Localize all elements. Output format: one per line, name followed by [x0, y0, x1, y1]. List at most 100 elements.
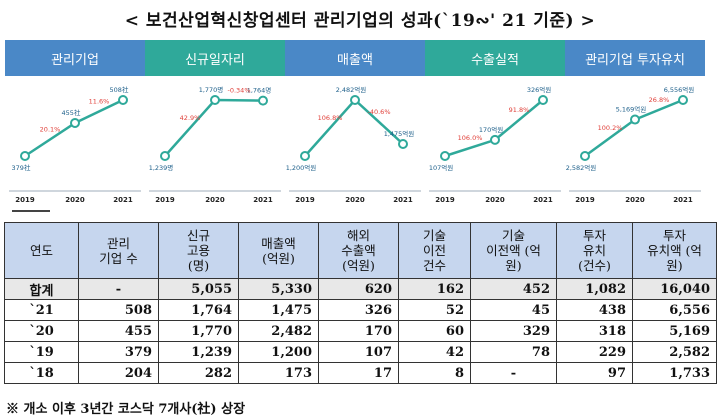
table-cell: 42 [398, 341, 471, 363]
table-cell: 8 [398, 362, 471, 384]
table-cell: 17 [318, 362, 399, 384]
table-cell: 78 [470, 341, 557, 363]
chart-value-label: 6,556억원 [664, 85, 695, 94]
chart-value-label: 1,764명 [247, 86, 272, 95]
table-cell: 318 [556, 320, 633, 342]
scroll-indicator [12, 210, 50, 212]
chart-point [70, 118, 80, 129]
tab-exports: 수출실적 [425, 40, 565, 76]
chart-point [300, 151, 310, 161]
chart-value-label: 1,770명 [199, 85, 224, 94]
chart-tick-label: 2020 [345, 196, 365, 204]
table-cell: - [78, 278, 159, 300]
chart-growth-label: -40.6% [368, 108, 391, 116]
chart-growth-label: 20.1% [40, 126, 61, 134]
table-cell: 329 [470, 320, 557, 342]
table-header-cell: 기술 이전액 (억 원) [470, 222, 557, 279]
chart-growth-label: 106.0% [458, 134, 483, 142]
table-row: `18 204 282 173 17 8-97 1,733 [4, 362, 717, 384]
chart-growth-label: 42.9% [180, 114, 201, 122]
chart-point [538, 95, 548, 105]
table-cell: 5,169 [632, 320, 717, 342]
chart-point [20, 151, 30, 161]
table-cell: 229 [556, 341, 633, 363]
mini-charts-svg: 379社 2019 455社 2020 508社 2021 20.1% 11.6% 1,239명… [9, 85, 701, 204]
tab-investment: 관리기업 투자유치 [565, 40, 705, 76]
chart-point [678, 95, 688, 105]
table-cell: 620 [318, 278, 399, 300]
table-header-row: 연도 관리 기업 수 신규 고용 (명) 매출액 (억원) 해외 수출액 (억원) 기술 이전 건수 기술 이… [4, 222, 717, 279]
chart-series-line [164, 98, 264, 157]
table-cell: 170 [318, 320, 399, 342]
table-cell: 5,330 [238, 278, 319, 300]
footnote: ※ 개소 이후 3년간 코스닥 7개사(社) 상장 [6, 402, 246, 417]
table-cell: 455 [78, 320, 159, 342]
table-cell: 60 [398, 320, 471, 342]
page-title: < 보건산업혁신창업센터 관리기업의 성과(`19∾' 21 기준) > [124, 11, 596, 31]
chart-value-label: 1,475억원 [384, 129, 415, 138]
table-cell: `21 [4, 299, 79, 321]
chart-growth-label: 26.8% [649, 96, 670, 104]
table-cell: 2,482 [238, 320, 319, 342]
chart-tick-label: 2020 [485, 196, 505, 204]
chart-point [490, 134, 500, 145]
table-header-cell: 연도 [4, 222, 79, 279]
table-cell: 97 [556, 362, 633, 384]
tab-sales: 매출액 [285, 40, 425, 76]
chart-tick-label: 2019 [155, 196, 175, 204]
table-cell: 508 [78, 299, 159, 321]
chart-tick-label: 2020 [625, 196, 645, 204]
chart-tick-label: 2019 [295, 196, 315, 204]
table-cell: 52 [398, 299, 471, 321]
chart-value-label: 1,200억원 [286, 163, 317, 172]
chart-point [118, 95, 128, 105]
table-cell: 45 [470, 299, 557, 321]
table-cell: 1,475 [238, 299, 319, 321]
chart-point [398, 138, 408, 149]
table-cell: 1,082 [556, 278, 633, 300]
chart-value-label: 508社 [110, 85, 129, 94]
table-cell: 326 [318, 299, 399, 321]
chart-tick-label: 2020 [65, 196, 85, 204]
chart-value-label: 1,239명 [149, 163, 174, 172]
table-cell: 5,055 [158, 278, 239, 300]
table-header-cell: 투자 유치 (건수) [556, 222, 633, 279]
table-cell: 1,770 [158, 320, 239, 342]
table-header-cell: 해외 수출액 (억원) [318, 222, 399, 279]
chart-value-label: 379社 [12, 163, 31, 172]
chart-tick-label: 2021 [253, 196, 273, 204]
chart-baseline [149, 190, 281, 192]
chart-growth-label: 11.6% [89, 98, 110, 106]
chart-value-label: 2,582억원 [566, 163, 597, 172]
table-cell: `18 [4, 362, 79, 384]
table-cell: 1,764 [158, 299, 239, 321]
chart-baseline [9, 190, 141, 192]
chart-growth-label: -0.34% [228, 86, 251, 94]
chart-point [160, 151, 170, 161]
table-cell: 438 [556, 299, 633, 321]
category-tabs: 관리기업 신규일자리 매출액 수출실적 관리기업 투자유치 [5, 40, 705, 76]
chart-tick-label: 2020 [205, 196, 225, 204]
tab-new-jobs: 신규일자리 [145, 40, 285, 76]
performance-table: 연도 관리 기업 수 신규 고용 (명) 매출액 (억원) 해외 수출액 (억원) 기술 이전 건수 기술 이… [4, 222, 717, 384]
chart-growth-label: 100.2% [598, 124, 623, 132]
table-row: 합계 -5,055 5,330 620 162 452 1,082 16,040 [4, 278, 717, 300]
chart-growth-label: 91.8% [509, 106, 530, 114]
table-cell: 16,040 [632, 278, 717, 300]
chart-baseline [429, 190, 561, 192]
chart-point [350, 95, 360, 105]
chart-tick-label: 2021 [673, 196, 693, 204]
chart-value-label: 326억원 [527, 85, 551, 94]
table-cell: 204 [78, 362, 159, 384]
table-cell: 379 [78, 341, 159, 363]
chart-point [630, 114, 640, 125]
table-cell: `19 [4, 341, 79, 363]
table-row: `19 379 1,239 1,200 107 42 78 229 2,582 [4, 341, 717, 363]
chart-point [440, 151, 450, 161]
tab-managed-companies: 관리기업 [5, 40, 145, 76]
chart-tick-label: 2019 [435, 196, 455, 204]
chart-point [210, 95, 220, 105]
table-header-cell: 관리 기업 수 [78, 222, 159, 279]
table-cell: 162 [398, 278, 471, 300]
table-cell: 173 [238, 362, 319, 384]
